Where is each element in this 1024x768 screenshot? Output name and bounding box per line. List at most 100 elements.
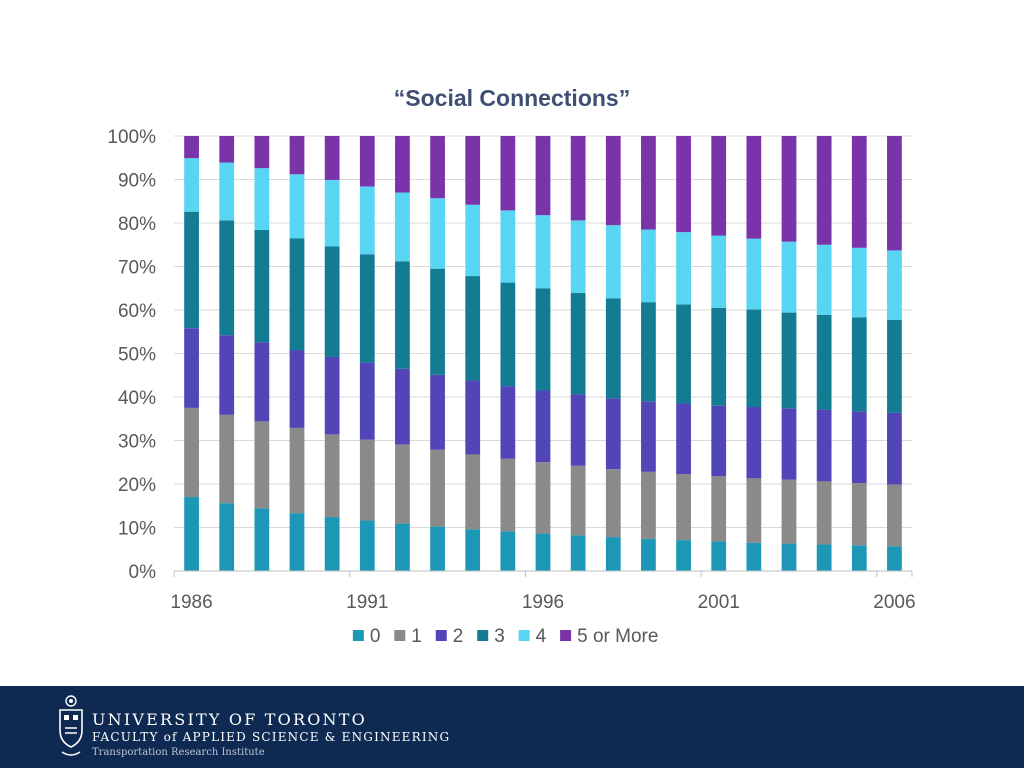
bar-segment [359, 439, 375, 521]
y-tick-label: 40% [118, 388, 156, 409]
footer-bar: UNIVERSITY OF TORONTO FACULTY of APPLIED… [0, 686, 1024, 768]
bar-segment [676, 540, 691, 571]
institute-name: Transportation Research Institute [92, 747, 265, 758]
bar-segment [430, 449, 445, 527]
bar-segment [711, 476, 727, 542]
bar-segment [289, 350, 305, 428]
bar-segment [605, 469, 621, 538]
bar-segment [570, 394, 586, 466]
bar-segment [676, 473, 691, 541]
bar-segment [395, 523, 410, 571]
legend-swatch [518, 630, 530, 641]
bar-segment [816, 136, 832, 245]
bar-segment [711, 405, 727, 477]
bar-segment [184, 497, 199, 571]
bar-segment [465, 276, 481, 381]
bar-segment [781, 408, 797, 480]
bar-segment [887, 546, 902, 571]
bar-segment [605, 398, 621, 470]
bar-segment [254, 421, 270, 509]
bar-segment [184, 158, 199, 212]
bar-segment [184, 407, 199, 498]
bar-segment [711, 235, 727, 308]
bar-segment [219, 136, 235, 163]
bar-segment [395, 261, 410, 369]
legend-label: 3 [494, 626, 505, 647]
y-tick-label: 100% [107, 127, 156, 148]
legend-swatch [394, 630, 406, 641]
bar-segment [676, 232, 691, 305]
bar-segment [359, 136, 375, 187]
x-axis: 1986 1991 1996 2001 2006 [170, 570, 916, 613]
bar-segment [781, 543, 797, 571]
bar-segment [500, 136, 516, 211]
bar-segment [746, 309, 762, 408]
bar-segment [746, 136, 762, 239]
legend: 0 1 2 3 4 5 or More [352, 626, 658, 647]
bar-segment [781, 312, 797, 409]
bar-segment [641, 401, 656, 472]
bar-segment [605, 136, 621, 226]
bar-segment [570, 465, 586, 536]
x-tick-label: 2001 [698, 592, 740, 613]
bar-segment [219, 220, 235, 336]
bar-segment [324, 356, 340, 435]
bar-segment [430, 374, 445, 450]
bar-segment [324, 517, 340, 571]
y-tick-label: 0% [129, 562, 157, 583]
legend-label: 1 [411, 626, 422, 647]
bar-segment [430, 198, 445, 269]
bar-segment [605, 537, 621, 571]
bar-segment [781, 241, 797, 313]
bar-segment [746, 542, 762, 571]
bar-segment [289, 427, 305, 514]
legend-swatch [560, 630, 572, 641]
bar-segment [395, 136, 410, 193]
bar-segment [711, 136, 727, 236]
bar-segment [430, 268, 445, 375]
bar-segment [535, 288, 551, 391]
bar-segment [184, 136, 199, 159]
crest-icon [59, 695, 83, 756]
bar-segment [219, 414, 235, 504]
bar-segment [500, 386, 516, 459]
bar-segment [887, 320, 902, 413]
bar-segment [816, 544, 832, 571]
bar-segment [254, 508, 270, 571]
bar-segment [465, 204, 481, 277]
bar-segment [289, 513, 305, 571]
bar-segment [430, 136, 445, 199]
bar-segment [676, 304, 691, 404]
bar-segment [570, 535, 586, 571]
bar-segment [500, 210, 516, 283]
bar-segment [746, 478, 762, 543]
chart: “Social Connections” 1986 1991 1996 2001 200… [107, 85, 916, 647]
bar-segment [746, 238, 762, 310]
bar-segment [570, 220, 586, 294]
legend-swatch [352, 630, 364, 641]
bar-series [184, 136, 902, 571]
bar-segment [887, 250, 902, 321]
faculty-name: FACULTY of APPLIED SCIENCE & ENGINEERING [92, 730, 451, 744]
y-tick-label: 50% [118, 345, 156, 366]
bar-segment [816, 409, 832, 482]
bar-segment [395, 368, 410, 445]
bar-segment [641, 302, 656, 402]
bar-segment [324, 179, 340, 247]
bar-segment [851, 247, 867, 318]
bar-segment [570, 293, 586, 395]
legend-swatch [477, 630, 489, 641]
bar-segment [851, 411, 867, 484]
bar-segment [535, 462, 551, 534]
legend-label: 5 or More [577, 626, 658, 647]
bar-segment [359, 362, 375, 440]
bar-segment [816, 481, 832, 545]
bar-segment [465, 380, 481, 455]
bar-segment [711, 541, 727, 571]
legend-swatch [435, 630, 447, 641]
bar-segment [289, 174, 305, 239]
bar-segment [254, 342, 270, 422]
bar-segment [641, 471, 656, 539]
bar-segment [605, 298, 621, 399]
bar-segment [500, 531, 516, 571]
